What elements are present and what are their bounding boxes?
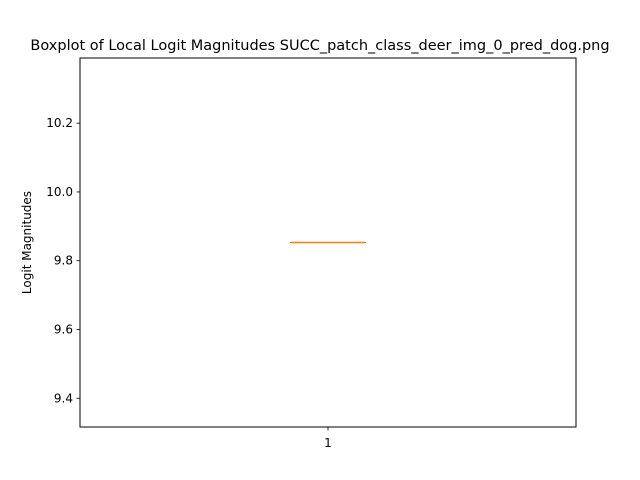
plot-frame xyxy=(79,57,577,428)
y-tick-label: 9.6 xyxy=(54,323,73,337)
y-axis-label: Logit Magnitudes xyxy=(20,191,34,294)
x-tick-label: 1 xyxy=(324,436,332,450)
y-tick-label: 9.8 xyxy=(54,254,73,268)
y-tick-label: 10.0 xyxy=(46,185,73,199)
y-tick-label: 9.4 xyxy=(54,391,73,405)
y-tick-label: 10.2 xyxy=(46,116,73,130)
chart-title: Boxplot of Local Logit Magnitudes SUCC_p… xyxy=(30,38,609,54)
